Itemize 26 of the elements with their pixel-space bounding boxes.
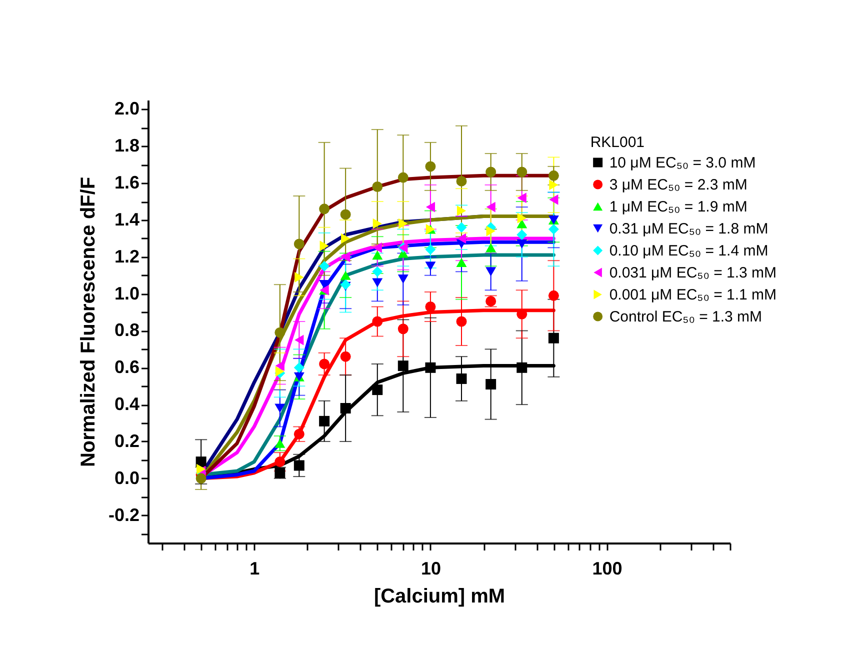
y-tick-label: -0.2: [108, 504, 140, 525]
legend-label: Control EC₅₀ = 1.3 mM: [609, 308, 762, 326]
legend-label: 3 μM EC₅₀ = 2.3 mM: [609, 176, 748, 194]
legend-label: 10 μM EC₅₀ = 3.0 mM: [609, 154, 756, 172]
legend-label: 0.31 μM EC₅₀ = 1.8 mM: [609, 220, 768, 238]
y-tick-label: 0.0: [114, 468, 140, 488]
y-axis-title: Normalized Fluorescence dF/F: [77, 176, 100, 468]
x-tick-label: 10: [420, 558, 441, 578]
x-tick-label: 100: [592, 558, 622, 578]
x-axis-title: [Calcium] mM: [374, 586, 506, 608]
y-tick-label: 1.0: [114, 283, 140, 304]
y-tick-label: 1.2: [114, 246, 140, 266]
y-tick-label: 1.8: [114, 136, 140, 156]
x-tick-label: 1: [250, 558, 260, 578]
y-tick-label: 1.6: [114, 172, 140, 193]
y-tick-label: 0.6: [114, 357, 140, 378]
y-tick-label: 0.8: [114, 320, 140, 340]
legend-label: 1 μM EC₅₀ = 1.9 mM: [609, 198, 748, 216]
legend-title: RKL001: [590, 134, 645, 151]
y-tick-label: 0.4: [114, 394, 140, 414]
legend-label: 0.10 μM EC₅₀ = 1.4 mM: [609, 242, 768, 260]
legend-label: 0.031 μM EC₅₀ = 1.3 mM: [609, 264, 777, 282]
y-tick-label: 1.4: [114, 209, 140, 230]
legend-label: 0.001 μM EC₅₀ = 1.1 mM: [609, 286, 777, 304]
y-tick-label: 2.0: [114, 98, 140, 119]
y-tick-label: 0.2: [114, 430, 140, 451]
